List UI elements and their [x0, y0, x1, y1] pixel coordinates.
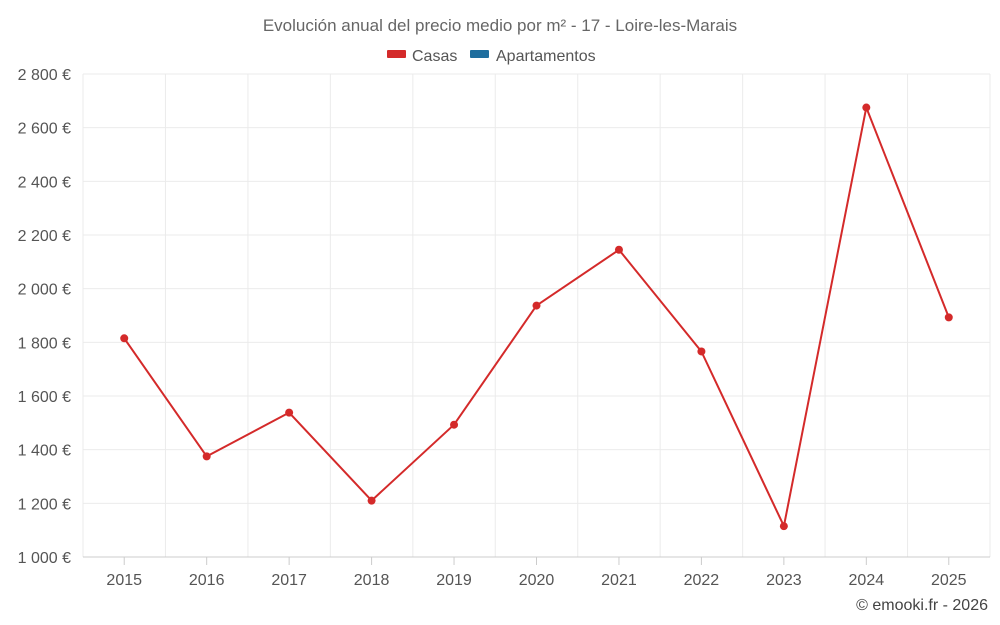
y-tick-label: 2 400 € — [18, 174, 71, 191]
data-point-2025[interactable] — [944, 313, 953, 322]
x-tick-label: 2018 — [354, 572, 390, 589]
x-tick-label: 2025 — [931, 572, 967, 589]
data-point-2016[interactable] — [202, 452, 211, 461]
x-tick-label: 2021 — [601, 572, 637, 589]
data-point-2022[interactable] — [697, 347, 706, 356]
data-point-2020[interactable] — [532, 301, 541, 310]
x-tick-label: 2016 — [189, 572, 225, 589]
credit-text: © emooki.fr - 2026 — [856, 597, 988, 614]
gridlines — [82, 73, 991, 557]
series-layer — [120, 103, 953, 531]
legend-label-apartamentos[interactable]: Apartamentos — [496, 48, 596, 65]
legend-label-casas[interactable]: Casas — [412, 48, 457, 65]
y-tick-label: 2 000 € — [18, 282, 71, 299]
x-tick-label: 2024 — [849, 572, 885, 589]
x-axis-ticks: 2015 2016 2017 2018 2019 2020 2021 2022 2023 2024… — [106, 557, 967, 589]
y-tick-label: 1 400 € — [18, 443, 71, 460]
legend: Casas Apartamentos — [387, 48, 596, 65]
chart-title: Evolución anual del precio medio por m² … — [263, 16, 737, 35]
data-point-2018[interactable] — [367, 496, 376, 505]
data-point-2017[interactable] — [285, 408, 294, 417]
y-axis-ticks: 1 000 € 1 200 € 1 400 € 1 600 € 1 800 € 2 000… — [18, 67, 71, 567]
data-point-2023[interactable] — [779, 522, 788, 531]
x-tick-label: 2019 — [436, 572, 472, 589]
data-point-2024[interactable] — [862, 103, 871, 112]
x-tick-label: 2022 — [684, 572, 720, 589]
legend-swatch-casas[interactable] — [387, 50, 406, 58]
data-point-2021[interactable] — [614, 245, 623, 254]
y-tick-label: 1 000 € — [18, 550, 71, 567]
legend-swatch-apartamentos[interactable] — [470, 50, 489, 58]
y-tick-label: 2 200 € — [18, 228, 71, 245]
y-tick-label: 1 800 € — [18, 335, 71, 352]
x-tick-label: 2015 — [106, 572, 142, 589]
data-point-2015[interactable] — [120, 334, 129, 343]
x-tick-label: 2017 — [271, 572, 307, 589]
y-tick-label: 1 600 € — [18, 389, 71, 406]
data-point-2019[interactable] — [450, 420, 459, 429]
y-tick-label: 1 200 € — [18, 496, 71, 513]
y-tick-label: 2 800 € — [18, 67, 71, 84]
y-tick-label: 2 600 € — [18, 121, 71, 138]
x-tick-label: 2023 — [766, 572, 802, 589]
x-tick-label: 2020 — [519, 572, 555, 589]
